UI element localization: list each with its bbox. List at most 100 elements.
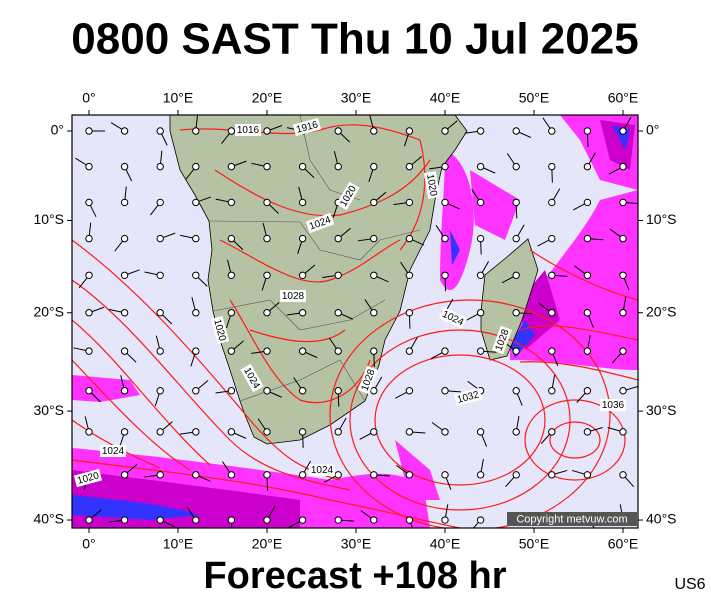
station (85, 347, 93, 355)
station (85, 127, 93, 135)
station (263, 234, 271, 243)
station (512, 162, 520, 171)
station (85, 162, 93, 171)
station (334, 428, 342, 436)
station (370, 428, 378, 436)
station (120, 387, 129, 395)
station (192, 309, 200, 317)
station (86, 565, 92, 571)
station (120, 127, 129, 135)
station (512, 471, 520, 479)
lon-label: 10°E (163, 536, 194, 552)
station (334, 347, 342, 355)
station (583, 234, 592, 243)
station (476, 234, 485, 243)
station (334, 309, 342, 317)
isobar-value: 1024 (102, 446, 125, 457)
station (192, 198, 200, 207)
station (85, 234, 93, 243)
station (156, 234, 164, 243)
station (370, 198, 378, 207)
station (334, 271, 342, 279)
station (156, 162, 164, 171)
lat-label: 0° (51, 122, 64, 138)
station (370, 271, 378, 279)
station (583, 198, 592, 207)
station (192, 428, 200, 436)
station (476, 516, 485, 524)
station (512, 428, 520, 436)
station (548, 309, 556, 317)
isobar-label-box (292, 117, 322, 137)
lat-label: 10°S (646, 211, 677, 227)
station (370, 387, 378, 395)
station (512, 127, 520, 135)
station (441, 516, 449, 524)
lon-label: 40°E (430, 90, 461, 106)
station (156, 309, 164, 317)
station (405, 428, 414, 436)
lon-label: 0° (82, 90, 95, 106)
lon-label: 60°E (608, 90, 639, 106)
station (227, 162, 236, 171)
station (298, 428, 307, 436)
station (512, 309, 520, 317)
station (120, 471, 129, 479)
station (370, 471, 378, 479)
isobar-label-box (235, 124, 261, 136)
station (227, 309, 236, 317)
station (441, 387, 449, 395)
station (120, 198, 129, 207)
lat-label: 40°S (646, 511, 677, 527)
station (263, 471, 271, 479)
copyright: Copyright metvuw.com (516, 513, 627, 525)
station (476, 347, 485, 355)
copyright-box (507, 512, 637, 526)
station (548, 471, 556, 479)
station (512, 198, 520, 207)
station (85, 387, 93, 395)
lon-label: 0° (82, 536, 95, 552)
station (583, 471, 592, 479)
station (370, 516, 378, 524)
lat-label: 20°S (33, 303, 64, 319)
station (227, 471, 236, 479)
station (227, 271, 236, 279)
africa (169, 115, 468, 445)
station (298, 162, 307, 171)
station (476, 198, 485, 207)
isobars (72, 124, 638, 528)
station (512, 387, 520, 395)
isobar-label-box (73, 468, 103, 488)
station (619, 347, 627, 355)
isobar-label-box (210, 315, 230, 345)
station (619, 234, 627, 243)
wind-barb (552, 568, 563, 580)
station (85, 428, 93, 436)
station (298, 198, 307, 207)
station (192, 387, 200, 395)
isobar-label: 1036 (600, 399, 626, 411)
isobar-label-box (305, 212, 335, 234)
station (334, 162, 342, 171)
station (227, 198, 236, 207)
station (298, 347, 307, 355)
station (370, 162, 378, 171)
station (85, 309, 93, 317)
station (619, 471, 627, 479)
station (334, 516, 342, 524)
station (619, 127, 627, 135)
station (441, 198, 449, 207)
station (370, 234, 378, 243)
station (619, 162, 627, 171)
station (192, 347, 200, 355)
isobar-label-box (280, 290, 306, 302)
wind-barb (617, 568, 623, 583)
station (476, 471, 485, 479)
station (405, 198, 414, 207)
station (548, 428, 556, 436)
isobar-label: 1028 (280, 290, 306, 302)
lat-label: 20°S (646, 303, 677, 319)
station (120, 271, 129, 279)
